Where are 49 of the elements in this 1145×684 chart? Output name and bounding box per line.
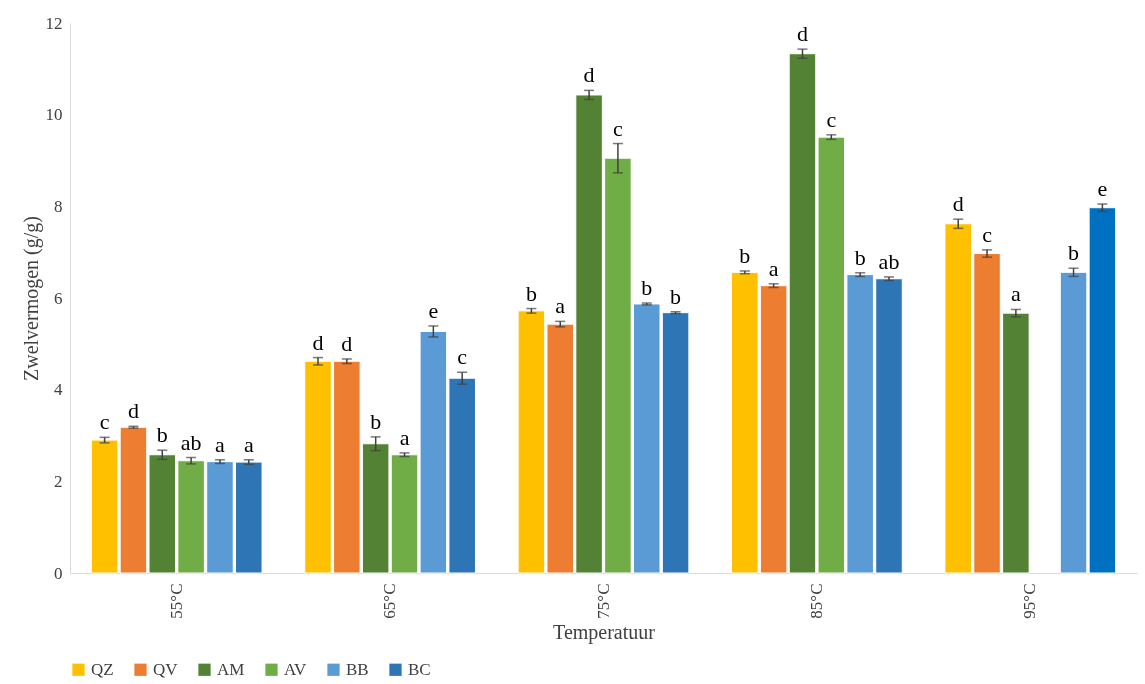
data-label: b xyxy=(670,283,682,309)
data-label: d xyxy=(583,62,595,88)
data-label: b xyxy=(854,244,866,270)
data-label: c xyxy=(982,221,993,247)
data-label: a xyxy=(555,293,566,319)
legend-label: AM xyxy=(217,659,245,679)
legend-label: QZ xyxy=(91,659,114,679)
data-label: d xyxy=(952,191,964,217)
x-tick-label: 75°C xyxy=(593,583,613,619)
data-label: e xyxy=(1097,176,1108,202)
data-label: a xyxy=(215,431,226,457)
data-label: d xyxy=(341,330,353,356)
data-label: a xyxy=(1011,281,1021,307)
legend-label: AV xyxy=(284,659,308,679)
data-label: a xyxy=(768,255,779,281)
y-tick-label: 4 xyxy=(54,380,63,400)
data-label: b xyxy=(525,280,537,306)
y-tick-label: 2 xyxy=(54,471,63,491)
x-tick-label: 65°C xyxy=(380,583,400,619)
data-label: ab xyxy=(878,248,900,274)
data-label: b xyxy=(156,422,168,448)
data-label: a xyxy=(399,424,410,450)
data-label: c xyxy=(826,106,837,132)
data-label: ab xyxy=(180,429,202,455)
data-label: a xyxy=(243,431,254,457)
data-label: b xyxy=(1068,240,1080,266)
data-label: e xyxy=(428,297,439,323)
data-label: c xyxy=(99,409,110,435)
data-label: d xyxy=(312,329,324,355)
data-label: c xyxy=(613,115,624,141)
y-tick-label: 8 xyxy=(54,196,63,216)
data-label: b xyxy=(370,408,382,434)
x-tick-label: 85°C xyxy=(806,583,826,619)
legend-label: QV xyxy=(153,659,179,679)
data-label: b xyxy=(641,275,653,301)
data-label: b xyxy=(739,242,751,268)
data-label: d xyxy=(796,21,808,47)
x-tick-label: 55°C xyxy=(166,583,186,619)
y-tick-label: 10 xyxy=(45,105,63,125)
y-tick-label: 12 xyxy=(45,13,63,33)
data-label: c xyxy=(457,344,468,370)
data-label: d xyxy=(127,398,139,424)
legend-label: BC xyxy=(408,659,431,679)
y-tick-label: 0 xyxy=(54,563,63,583)
y-tick-label: 6 xyxy=(54,288,63,308)
x-axis-title: Temperatuur xyxy=(553,620,656,644)
x-tick-label: 95°C xyxy=(1020,583,1040,619)
legend-label: BB xyxy=(346,659,369,679)
y-axis-title: Zwelvermogen (g/g) xyxy=(19,216,43,381)
